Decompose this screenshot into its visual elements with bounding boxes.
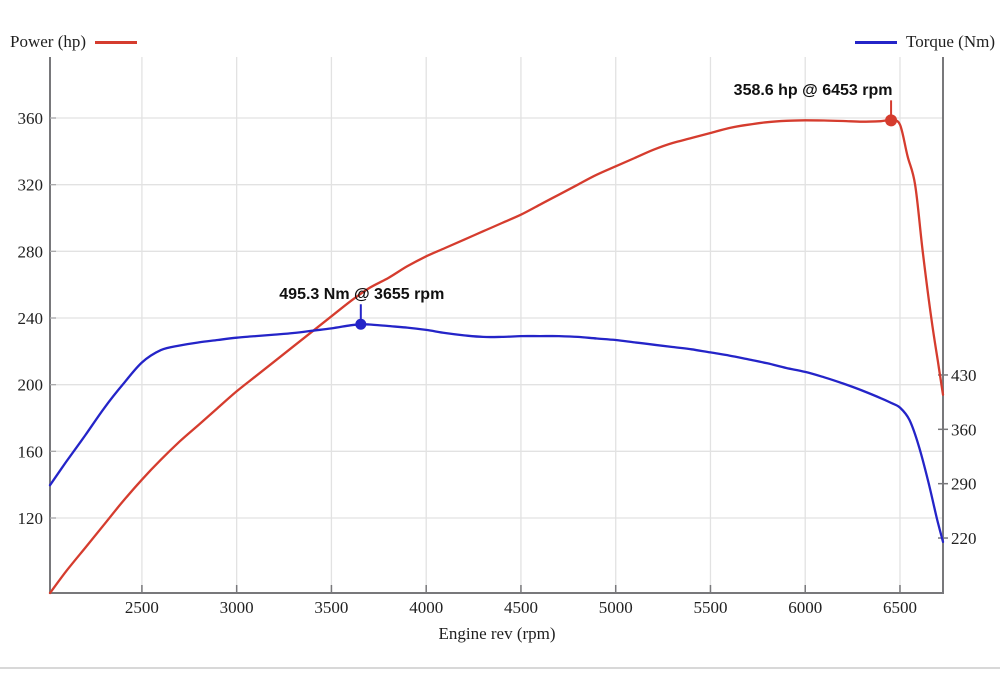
x-tick-label: 3500 [314, 598, 348, 617]
torque-tick-label: 360 [951, 420, 977, 439]
x-tick-label: 6500 [883, 598, 917, 617]
power-tick-label: 360 [18, 109, 44, 128]
power-tick-label: 120 [18, 509, 44, 528]
power-tick-label: 240 [18, 309, 44, 328]
x-tick-label: 5000 [599, 598, 633, 617]
torque-tick-label: 290 [951, 475, 977, 494]
power-peak-marker-dot [885, 114, 898, 127]
power-tick-label: 320 [18, 176, 44, 195]
x-axis-title: Engine rev (rpm) [438, 624, 556, 643]
power-curve [48, 118, 945, 595]
legend-torque: Torque (Nm) [855, 32, 995, 52]
legend-torque-label: Torque (Nm) [906, 32, 995, 51]
legend-power-label: Power (hp) [10, 32, 87, 51]
power-tick-label: 160 [18, 442, 44, 461]
torque-peak-annotation: 495.3 Nm @ 3655 rpm [279, 286, 445, 304]
x-tick-label: 2500 [125, 598, 159, 617]
x-tick-label: 6000 [788, 598, 822, 617]
torque-tick-label: 430 [951, 366, 977, 385]
x-tick-label: 5500 [693, 598, 727, 617]
x-tick-label: 4500 [504, 598, 538, 617]
torque-peak-marker-dot [355, 318, 367, 330]
torque-tick-label: 220 [951, 529, 977, 548]
x-tick-label: 3000 [220, 598, 254, 617]
power-peak-annotation: 358.6 hp @ 6453 rpm [733, 82, 893, 100]
power-tick-label: 280 [18, 242, 44, 261]
legend-power: Power (hp) [10, 32, 138, 52]
power-tick-label: 200 [18, 376, 44, 395]
x-tick-label: 4000 [409, 598, 443, 617]
torque-line-swatch [855, 40, 898, 44]
power-line-swatch [95, 40, 138, 44]
bottom-divider [0, 667, 1000, 669]
torque-curve [48, 323, 945, 544]
